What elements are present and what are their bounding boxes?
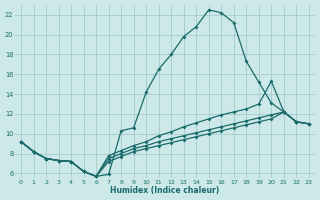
X-axis label: Humidex (Indice chaleur): Humidex (Indice chaleur) (110, 186, 220, 195)
